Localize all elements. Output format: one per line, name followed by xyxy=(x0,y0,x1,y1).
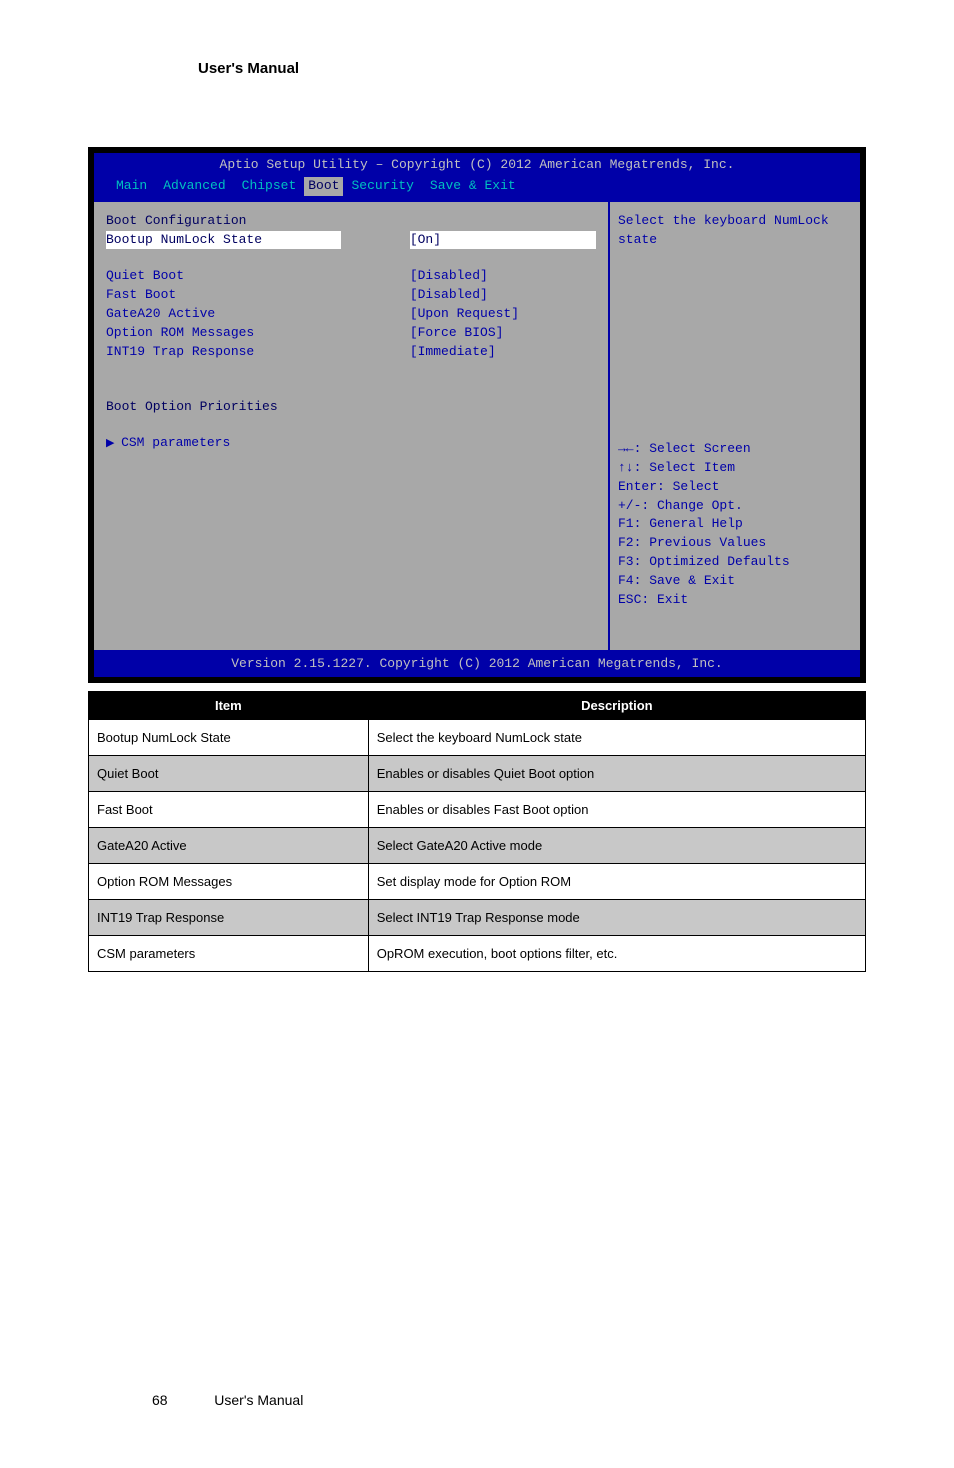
key-legend: →←: Select Screen ↑↓: Select Item Enter:… xyxy=(618,440,852,610)
table-row: INT19 Trap Response Select INT19 Trap Re… xyxy=(89,899,866,935)
table-cell-item: GateA20 Active xyxy=(89,827,369,863)
tab-chipset[interactable]: Chipset xyxy=(234,177,305,196)
bios-container: Aptio Setup Utility – Copyright (C) 2012… xyxy=(88,147,866,683)
key-hint: ESC: Exit xyxy=(618,591,852,610)
tab-boot[interactable]: Boot xyxy=(304,177,343,196)
setting-value: [Immediate] xyxy=(410,343,596,362)
bios-body: Boot Configuration Bootup NumLock State … xyxy=(94,200,860,650)
key-hint: F1: General Help xyxy=(618,515,852,534)
setting-value: [Force BIOS] xyxy=(410,324,596,343)
setting-value: [Upon Request] xyxy=(410,305,596,324)
spacer xyxy=(106,249,596,267)
table-cell-item: Option ROM Messages xyxy=(89,863,369,899)
table-cell-desc: Select GateA20 Active mode xyxy=(368,827,865,863)
key-hint: F3: Optimized Defaults xyxy=(618,553,852,572)
key-hint: Enter: Select xyxy=(618,478,852,497)
bios-tab-bar: Main Advanced Chipset Boot Security Save… xyxy=(94,175,860,200)
setting-quiet-boot[interactable]: Quiet Boot [Disabled] xyxy=(106,267,596,286)
setting-value: [Disabled] xyxy=(410,267,596,286)
bios-screen: Aptio Setup Utility – Copyright (C) 2012… xyxy=(94,153,860,677)
setting-int19[interactable]: INT19 Trap Response [Immediate] xyxy=(106,343,596,362)
tab-save-exit[interactable]: Save & Exit xyxy=(422,177,524,196)
submenu-csm[interactable]: CSM parameters xyxy=(106,434,596,453)
table-cell-desc: Enables or disables Fast Boot option xyxy=(368,791,865,827)
table-row: Fast Boot Enables or disables Fast Boot … xyxy=(89,791,866,827)
table-cell-desc: Enables or disables Quiet Boot option xyxy=(368,755,865,791)
table-row: Option ROM Messages Set display mode for… xyxy=(89,863,866,899)
setting-label: Fast Boot xyxy=(106,286,176,305)
key-hint: F2: Previous Values xyxy=(618,534,852,553)
bios-side-pane: Select the keyboard NumLock state →←: Se… xyxy=(610,202,860,650)
tab-main[interactable]: Main xyxy=(108,177,155,196)
setting-fast-boot[interactable]: Fast Boot [Disabled] xyxy=(106,286,596,305)
key-hint: F4: Save & Exit xyxy=(618,572,852,591)
setting-label: INT19 Trap Response xyxy=(106,343,254,362)
spacer xyxy=(106,416,596,434)
table-cell-item: Quiet Boot xyxy=(89,755,369,791)
setting-value: [On] xyxy=(410,231,596,250)
table-row: Quiet Boot Enables or disables Quiet Boo… xyxy=(89,755,866,791)
table-cell-item: Bootup NumLock State xyxy=(89,719,369,755)
key-hint: →←: Select Screen xyxy=(618,440,852,459)
table-row: Bootup NumLock State Select the keyboard… xyxy=(89,719,866,755)
table-cell-item: Fast Boot xyxy=(89,791,369,827)
section-header: Boot Configuration xyxy=(106,212,596,231)
page-number: 68 xyxy=(152,1392,168,1408)
table-cell-item: CSM parameters xyxy=(89,935,369,971)
setting-gatea20[interactable]: GateA20 Active [Upon Request] xyxy=(106,305,596,324)
table-cell-desc: Set display mode for Option ROM xyxy=(368,863,865,899)
footer-text: User's Manual xyxy=(214,1392,303,1408)
table-cell-item: INT19 Trap Response xyxy=(89,899,369,935)
page-header: User's Manual xyxy=(0,60,954,77)
setting-label: Bootup NumLock State xyxy=(106,231,341,250)
page-footer: 68 User's Manual xyxy=(0,1392,954,1408)
tab-security[interactable]: Security xyxy=(343,177,421,196)
subsection-header: Boot Option Priorities xyxy=(106,398,596,417)
table-row: GateA20 Active Select GateA20 Active mod… xyxy=(89,827,866,863)
bios-footer: Version 2.15.1227. Copyright (C) 2012 Am… xyxy=(94,650,860,677)
setting-numlock[interactable]: Bootup NumLock State [On] xyxy=(106,231,596,250)
table-row: CSM parameters OpROM execution, boot opt… xyxy=(89,935,866,971)
bios-title-bar: Aptio Setup Utility – Copyright (C) 2012… xyxy=(94,153,860,175)
tab-advanced[interactable]: Advanced xyxy=(155,177,233,196)
setting-value: [Disabled] xyxy=(410,286,596,305)
bios-main-pane: Boot Configuration Bootup NumLock State … xyxy=(94,202,610,650)
description-table: Item Description Bootup NumLock State Se… xyxy=(88,691,866,972)
setting-label: Quiet Boot xyxy=(106,267,184,286)
setting-label: GateA20 Active xyxy=(106,305,215,324)
table-header-item: Item xyxy=(89,691,369,719)
table-cell-desc: Select the keyboard NumLock state xyxy=(368,719,865,755)
setting-label: Option ROM Messages xyxy=(106,324,254,343)
spacer xyxy=(106,380,596,398)
setting-option-rom[interactable]: Option ROM Messages [Force BIOS] xyxy=(106,324,596,343)
table-cell-desc: Select INT19 Trap Response mode xyxy=(368,899,865,935)
key-hint: ↑↓: Select Item xyxy=(618,459,852,478)
spacer xyxy=(106,362,596,380)
table-header-desc: Description xyxy=(368,691,865,719)
table-cell-desc: OpROM execution, boot options filter, et… xyxy=(368,935,865,971)
key-hint: +/-: Change Opt. xyxy=(618,497,852,516)
help-text: Select the keyboard NumLock state xyxy=(618,212,852,250)
